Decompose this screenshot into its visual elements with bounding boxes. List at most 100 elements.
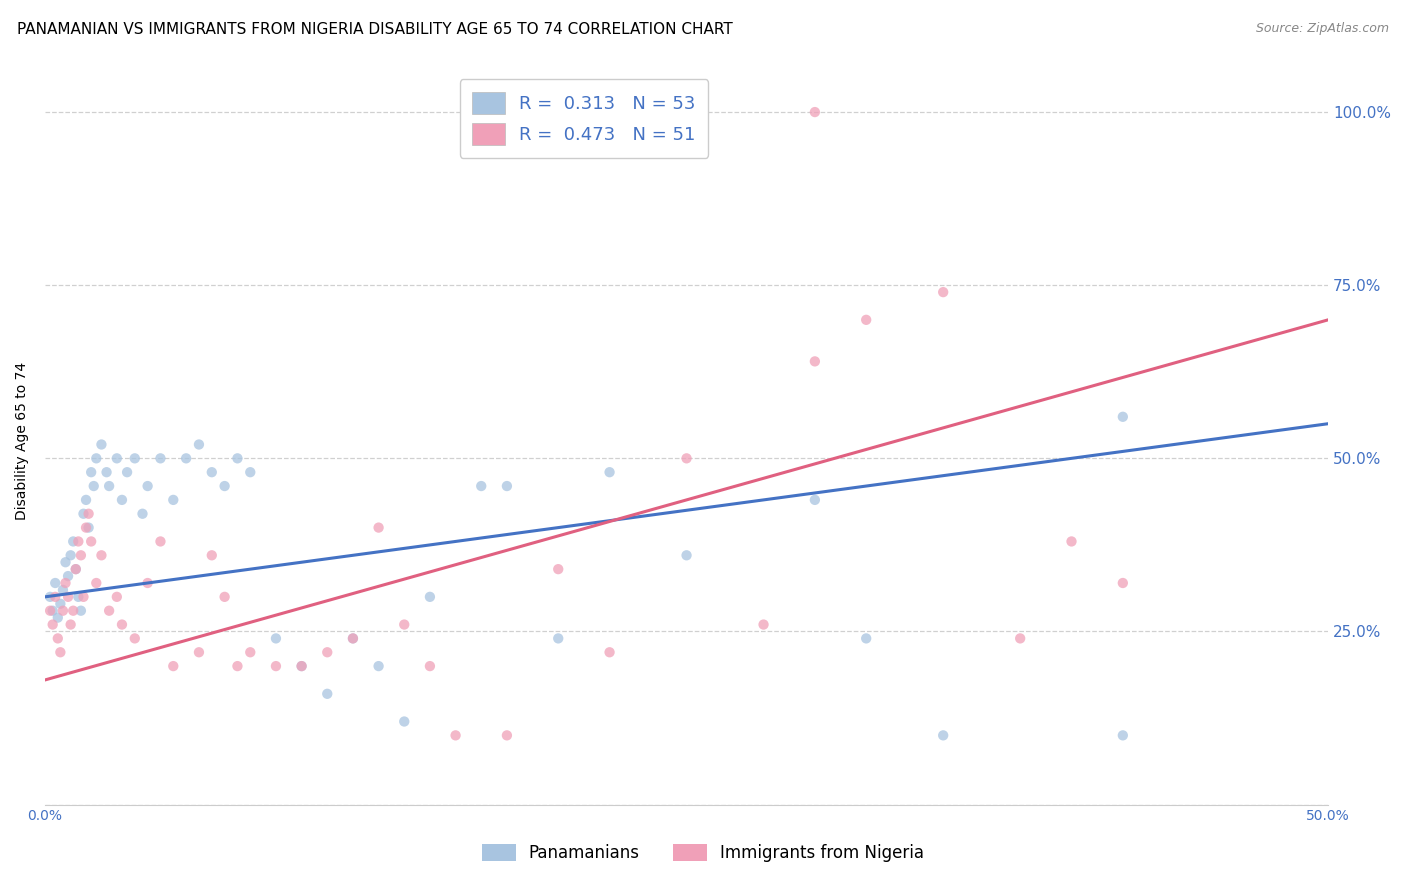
Point [90,437,112,451]
Point [804,105,827,120]
Point [174,451,197,466]
Point [39,604,62,618]
Point [470,479,492,493]
Point [70,604,93,618]
Point [419,590,441,604]
Point [115,465,138,479]
Point [49,645,72,659]
Point [394,714,416,729]
Point [162,492,184,507]
Point [96,465,118,479]
Point [226,451,249,466]
Point [932,728,955,742]
Point [111,617,134,632]
Point [55,576,77,591]
Point [136,576,159,591]
Point [80,534,103,549]
Point [55,555,77,569]
Y-axis label: Disability Age 65 to 74: Disability Age 65 to 74 [15,362,30,520]
Point [149,534,172,549]
Point [56,569,79,583]
Point [804,354,827,368]
Point [39,590,62,604]
Point [44,576,66,591]
Point [67,534,90,549]
Point [752,617,775,632]
Point [84,576,107,591]
Point [77,507,100,521]
Point [855,632,877,646]
Text: Source: ZipAtlas.com: Source: ZipAtlas.com [1256,22,1389,36]
Point [72,507,94,521]
Point [188,645,211,659]
Point [675,549,697,563]
Point [105,451,128,466]
Point [367,659,389,673]
Point [316,687,339,701]
Point [855,313,877,327]
Point [1010,632,1032,646]
Point [62,604,84,618]
Point [214,590,236,604]
Legend: Panamanians, Immigrants from Nigeria: Panamanians, Immigrants from Nigeria [474,836,932,871]
Point [136,479,159,493]
Point [226,659,249,673]
Point [90,549,112,563]
Point [124,451,146,466]
Point [316,645,339,659]
Point [188,437,211,451]
Point [65,562,87,576]
Point [419,659,441,673]
Point [84,451,107,466]
Point [98,604,121,618]
Point [46,610,69,624]
Point [496,479,519,493]
Point [239,465,262,479]
Point [56,590,79,604]
Point [264,659,287,673]
Point [547,562,569,576]
Point [75,492,97,507]
Point [496,728,519,742]
Point [1112,576,1135,591]
Point [46,632,69,646]
Point [149,451,172,466]
Point [41,604,63,618]
Point [62,534,84,549]
Point [105,590,128,604]
Point [75,520,97,534]
Point [547,632,569,646]
Point [599,465,621,479]
Point [1060,534,1083,549]
Point [804,492,827,507]
Point [1112,409,1135,424]
Point [72,590,94,604]
Point [131,507,153,521]
Point [52,582,75,597]
Point [214,479,236,493]
Point [291,659,314,673]
Point [124,632,146,646]
Point [49,597,72,611]
Point [67,590,90,604]
Point [59,549,82,563]
Point [342,632,364,646]
Point [98,479,121,493]
Point [264,632,287,646]
Point [41,617,63,632]
Point [1112,728,1135,742]
Point [77,520,100,534]
Point [59,617,82,632]
Point [201,549,224,563]
Point [70,549,93,563]
Point [599,645,621,659]
Point [675,451,697,466]
Point [111,492,134,507]
Legend: R =  0.313   N = 53, R =  0.473   N = 51: R = 0.313 N = 53, R = 0.473 N = 51 [460,79,709,158]
Point [52,604,75,618]
Point [239,645,262,659]
Point [342,632,364,646]
Point [932,285,955,300]
Point [444,728,467,742]
Point [291,659,314,673]
